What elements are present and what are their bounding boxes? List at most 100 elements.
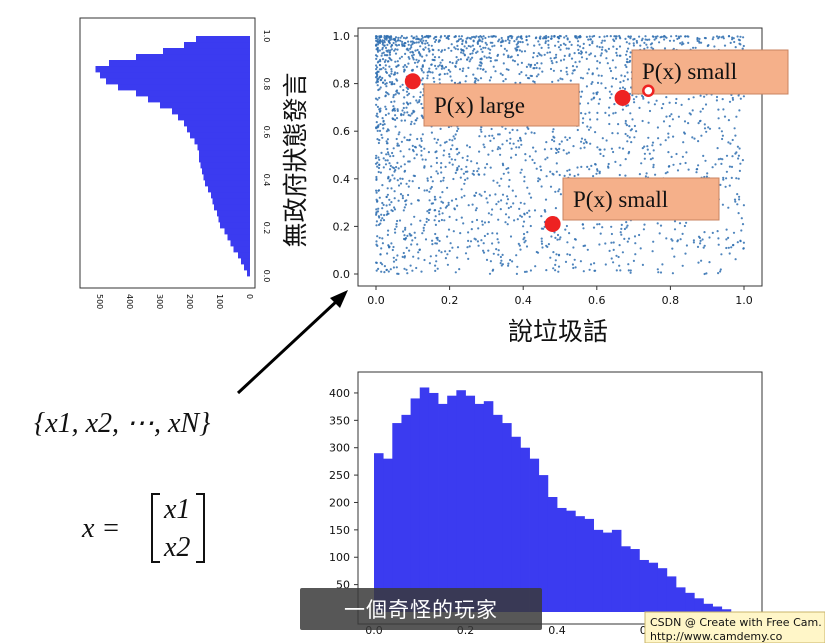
scatter-point [454,171,457,174]
scatter-point [401,197,404,200]
scatter-point [388,198,391,201]
scatter-point [510,260,514,263]
scatter-point [649,158,653,161]
scatter-point [739,240,742,243]
scatter-point [507,264,510,267]
scatter-point [393,208,397,211]
scatter-point [397,184,401,187]
scatter-point [716,230,719,233]
scatter-point [570,43,573,47]
scatter-point [554,269,557,272]
scatter-point [557,190,560,193]
scatter-point [417,51,421,54]
scatter-point [375,261,378,264]
scatter-point [525,74,528,77]
scatter-point [624,158,627,161]
scatter-point [491,35,494,38]
highlight-point [614,89,631,106]
scatter-point [449,148,453,151]
scatter-point [421,232,424,235]
scatter-point [467,231,470,234]
scatter-point [595,172,598,175]
scatter-point [646,38,649,42]
bottom-hist-bar [511,436,521,612]
scatter-ytick-label: 0.4 [333,173,351,186]
scatter-point [549,170,552,173]
scatter-point [609,69,613,73]
scatter-point [435,260,438,263]
bottom-hist-bar [492,414,503,612]
scatter-point [535,66,538,69]
scatter-point [680,43,684,46]
scatter-point [412,95,415,98]
scatter-point [379,219,383,222]
scatter-point [420,270,423,273]
scatter-point [568,232,571,235]
scatter-point [455,56,458,59]
scatter-point [446,263,449,266]
scatter-point [576,44,580,47]
scatter-point [584,138,587,141]
scatter-point [529,269,533,272]
scatter-point [725,170,729,173]
scatter-point [392,108,395,111]
math-vector: x = x1 x2 [81,493,205,563]
scatter-point [426,179,429,182]
scatter-point [420,67,423,70]
scatter-point [439,166,443,169]
scatter-point [386,233,389,236]
scatter-point [646,46,649,49]
scatter-point [428,50,431,53]
scatter-point [496,238,499,241]
scatter-point [377,43,380,46]
scatter-point [438,39,441,42]
scatter-point [597,74,600,77]
scatter-point [721,134,725,137]
scatter-point [736,241,739,244]
scatter-point [383,265,386,268]
scatter-point [459,232,462,235]
scatter-point [466,144,469,147]
scatter-point [736,35,739,38]
scatter-point [409,123,413,126]
bottom-ytick-label: 150 [329,524,350,537]
scatter-point [537,180,540,183]
scatter-point [434,64,437,67]
scatter-point [609,35,612,38]
left-hist-bar [227,234,250,241]
scatter-point [440,200,443,203]
scatter-point [704,37,707,40]
scatter-point [392,105,395,108]
scatter-point [640,94,644,97]
scatter-point [408,249,411,252]
scatter-point [594,55,597,58]
scatter-point [511,128,514,131]
scatter-point [681,232,684,235]
scatter-point [727,236,730,239]
scatter-point [376,66,379,69]
scatter-point [711,231,714,234]
scatter-point [615,54,619,57]
scatter-point [421,77,424,80]
bottom-hist-bar [712,606,723,612]
scatter-point [382,66,385,69]
scatter-point [647,101,650,104]
scatter-point [403,119,407,122]
scatter-point [421,83,424,86]
scatter-point [643,157,646,160]
scatter-point [551,62,554,65]
scatter-point [468,146,471,149]
scatter-point [388,65,391,68]
scatter-point [396,142,399,145]
scatter-point [527,63,530,66]
scatter-point [456,256,459,259]
scatter-point [620,74,623,77]
scatter-point [400,113,403,116]
scatter-point [454,65,457,68]
scatter-point [438,213,441,216]
scatter-point [699,110,702,113]
scatter-point [394,93,397,96]
scatter-point [533,209,537,212]
scatter-point [705,175,709,178]
scatter-point [421,133,424,136]
